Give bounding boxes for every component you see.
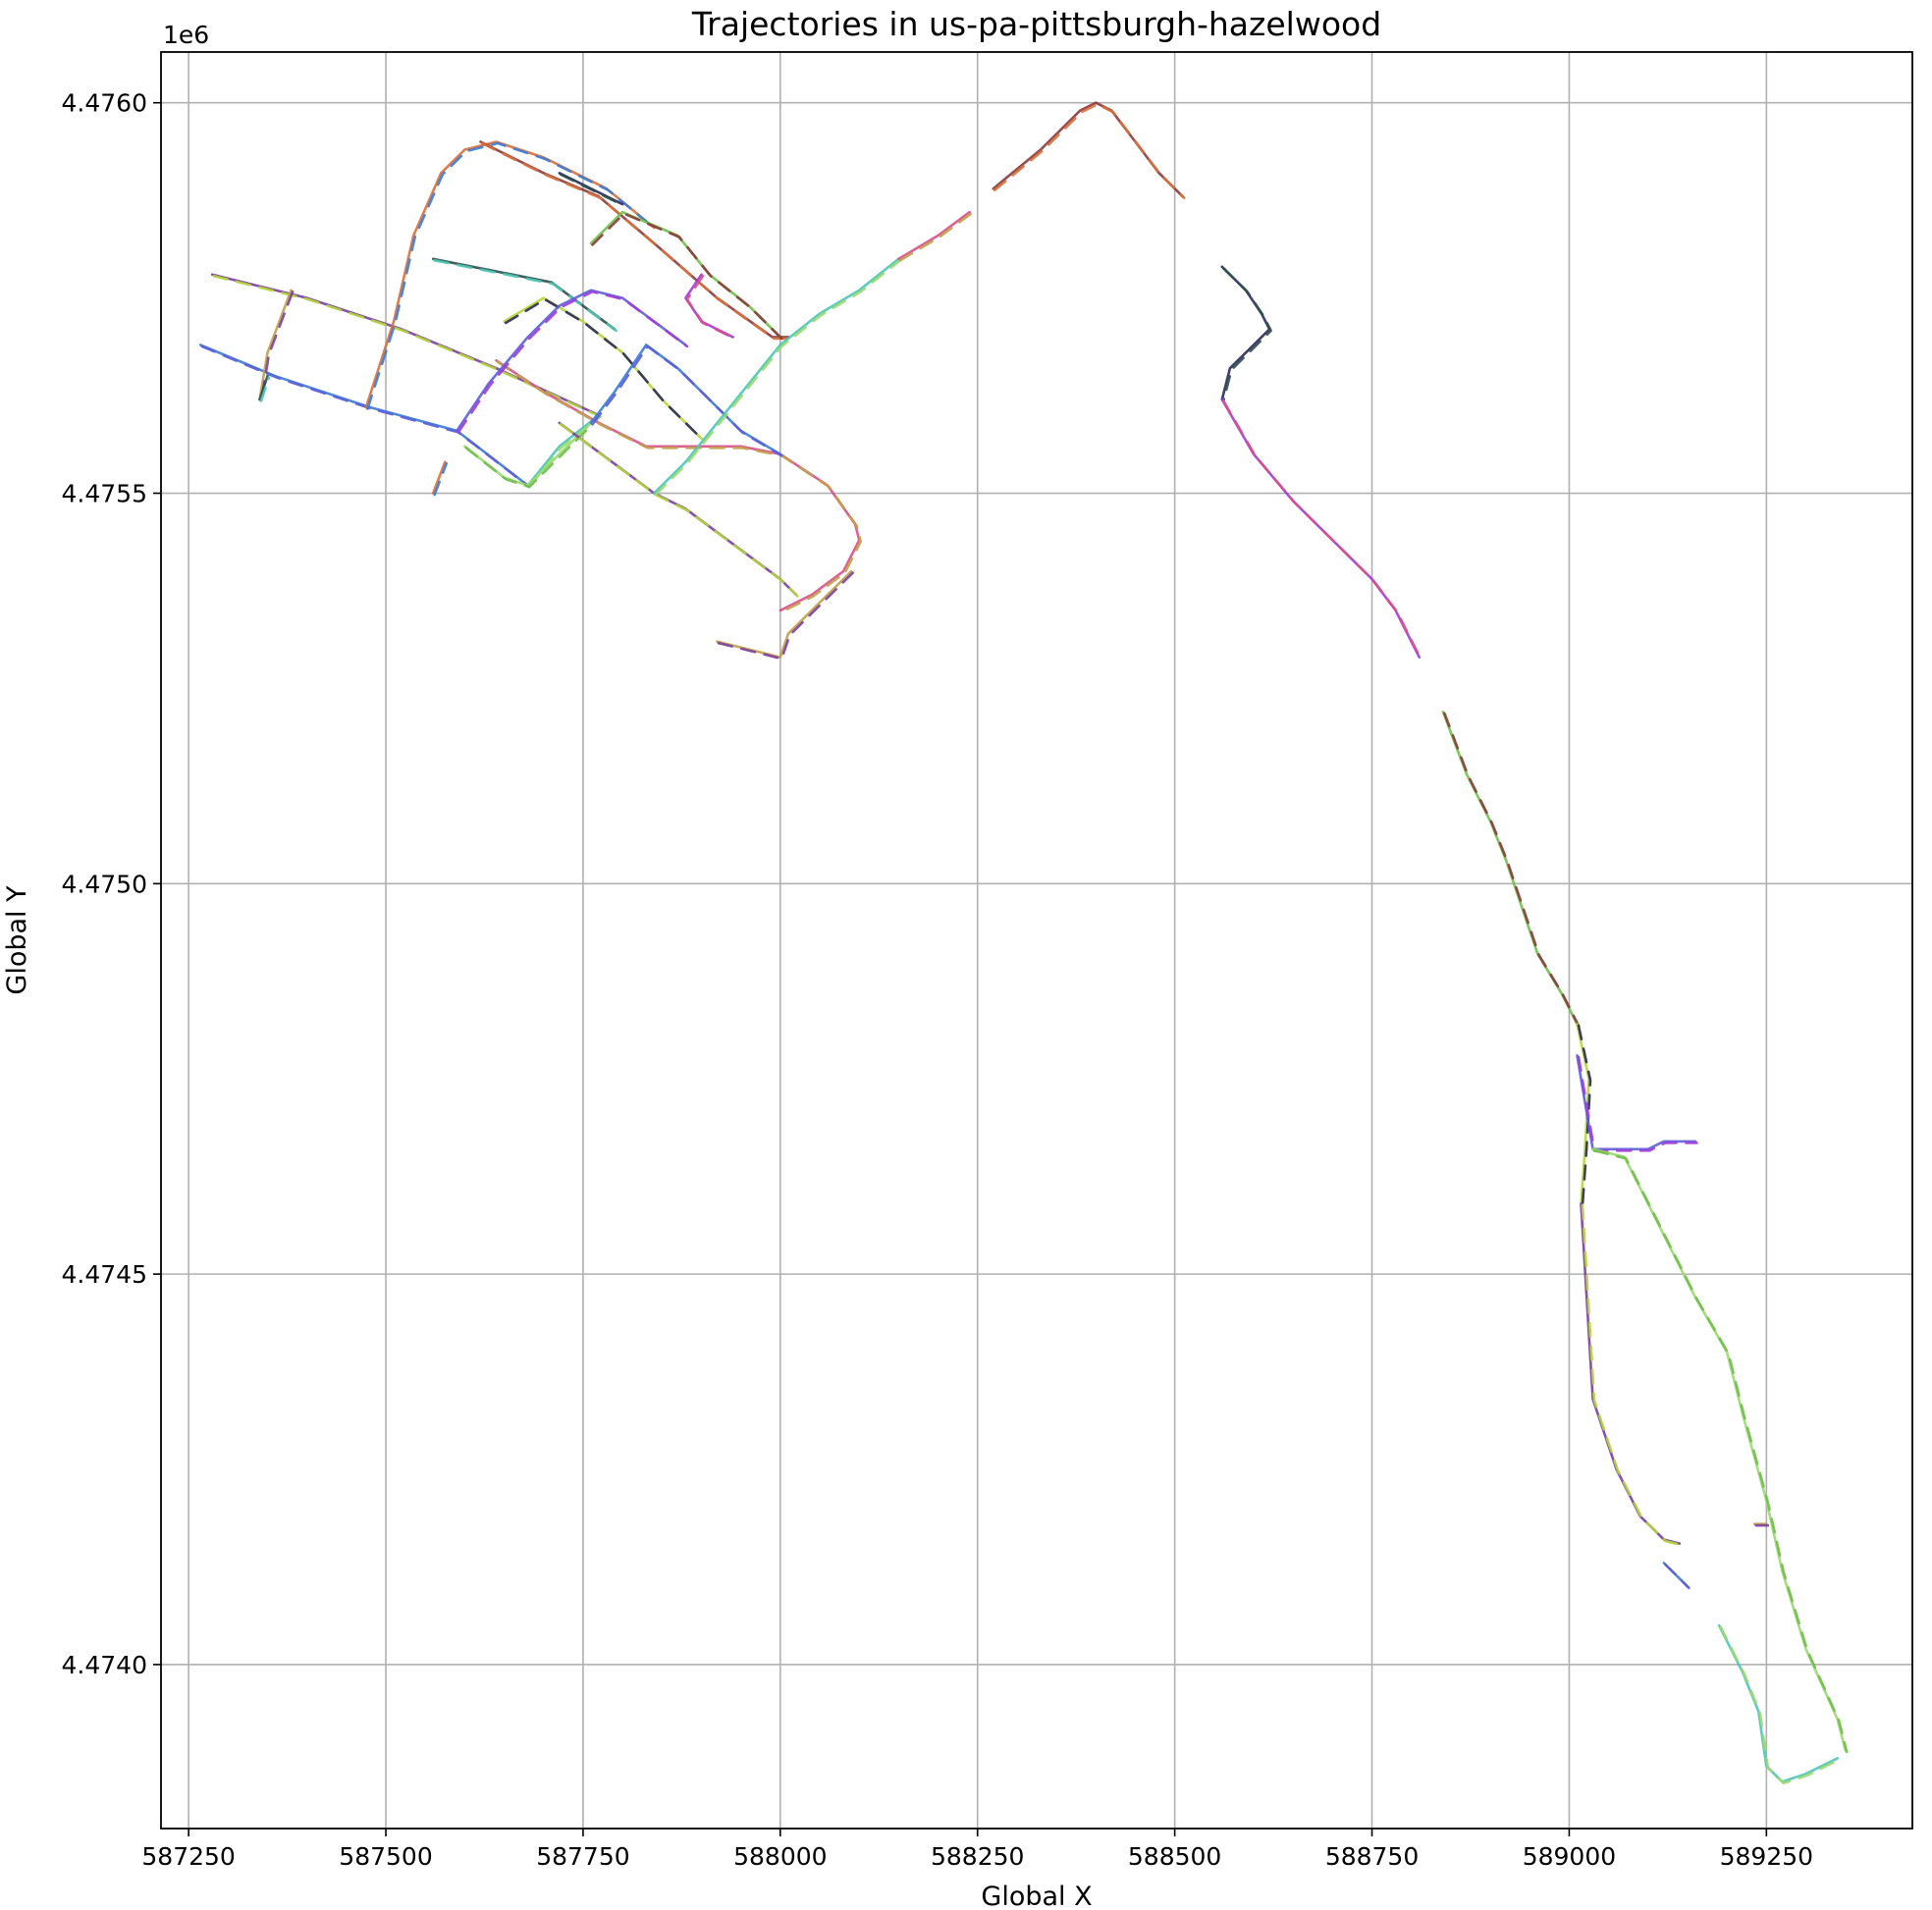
trajectory-line: [993, 102, 1186, 199]
trajectory-line: [717, 571, 854, 661]
y-offset-label: 1e6: [163, 21, 209, 49]
trajectory-line: [1577, 1055, 1698, 1152]
x-tick-label: 587750: [536, 1842, 629, 1871]
x-tick-label: 588750: [1325, 1842, 1419, 1871]
axis-ticks: 587250 587500 587750 588000 588250 588500 5887…: [62, 89, 1814, 1871]
x-tick-label: 587250: [141, 1842, 235, 1871]
trajectory-line: [591, 212, 783, 341]
x-tick-label: 589000: [1523, 1842, 1616, 1871]
trajectory-line: [1664, 1563, 1690, 1590]
trajectory-line: [1717, 1623, 1839, 1783]
trajectory-line: [685, 274, 736, 341]
x-tick-label: 588000: [733, 1842, 827, 1871]
grid-lines: [161, 52, 1912, 1829]
trajectory-line: [200, 345, 531, 489]
trajectory-line: [591, 345, 783, 457]
y-tick-label: 4.4740: [62, 1651, 147, 1679]
trajectory-line: [560, 173, 625, 207]
x-axis-label: Global X: [981, 1882, 1092, 1910]
chart-title: Trajectories in us-pa-pittsburgh-hazelwo…: [691, 5, 1381, 43]
y-axis-label: Global Y: [2, 885, 32, 995]
trajectory-line: [503, 296, 703, 441]
trajectory-line: [560, 423, 799, 598]
trajectory-line: [1576, 1054, 1697, 1151]
y-tick-label: 4.4745: [62, 1260, 147, 1289]
y-tick-label: 4.4755: [62, 480, 147, 508]
trajectory-line: [464, 423, 594, 489]
trajectory-line: [431, 460, 447, 495]
trajectory-line: [654, 259, 902, 497]
trajectory-line: [456, 290, 689, 434]
trajectory-line: [589, 210, 782, 339]
trajectory-lines: [198, 101, 1849, 1785]
trajectory-line: [1581, 1203, 1683, 1547]
trajectory-line: [504, 297, 705, 442]
trajectory-line: [1719, 1625, 1841, 1785]
trajectory-line: [992, 101, 1184, 198]
trajectory-line: [1222, 267, 1272, 402]
y-tick-label: 4.4750: [62, 870, 147, 898]
y-tick-label: 4.4760: [62, 89, 147, 118]
trajectory-line: [1592, 1149, 1849, 1754]
x-tick-label: 589250: [1720, 1842, 1813, 1871]
x-tick-label: 587500: [339, 1842, 432, 1871]
trajectory-line: [1591, 1147, 1847, 1752]
trajectory-line: [1443, 712, 1581, 1028]
trajectory-line: [897, 210, 971, 261]
x-tick-label: 588500: [1128, 1842, 1221, 1871]
trajectory-line: [495, 359, 861, 612]
trajectory-line: [1577, 1024, 1592, 1207]
trajectory-line: [366, 141, 658, 410]
trajectory-line: [456, 289, 687, 433]
trajectory-line: [433, 461, 449, 497]
trajectory-line: [258, 374, 269, 401]
x-tick-label: 588250: [931, 1842, 1024, 1871]
trajectory-line: [496, 360, 862, 613]
trajectory-line: [258, 289, 293, 401]
trajectory-line: [433, 259, 617, 333]
trajectory-line: [653, 257, 900, 495]
trajectory-line: [898, 212, 973, 262]
trajectory-line: [1220, 398, 1421, 659]
plot-frame: [160, 51, 1913, 1830]
trajectory-line: [526, 413, 601, 487]
trajectory-line: [259, 376, 271, 402]
trajectory-line: [480, 141, 791, 341]
